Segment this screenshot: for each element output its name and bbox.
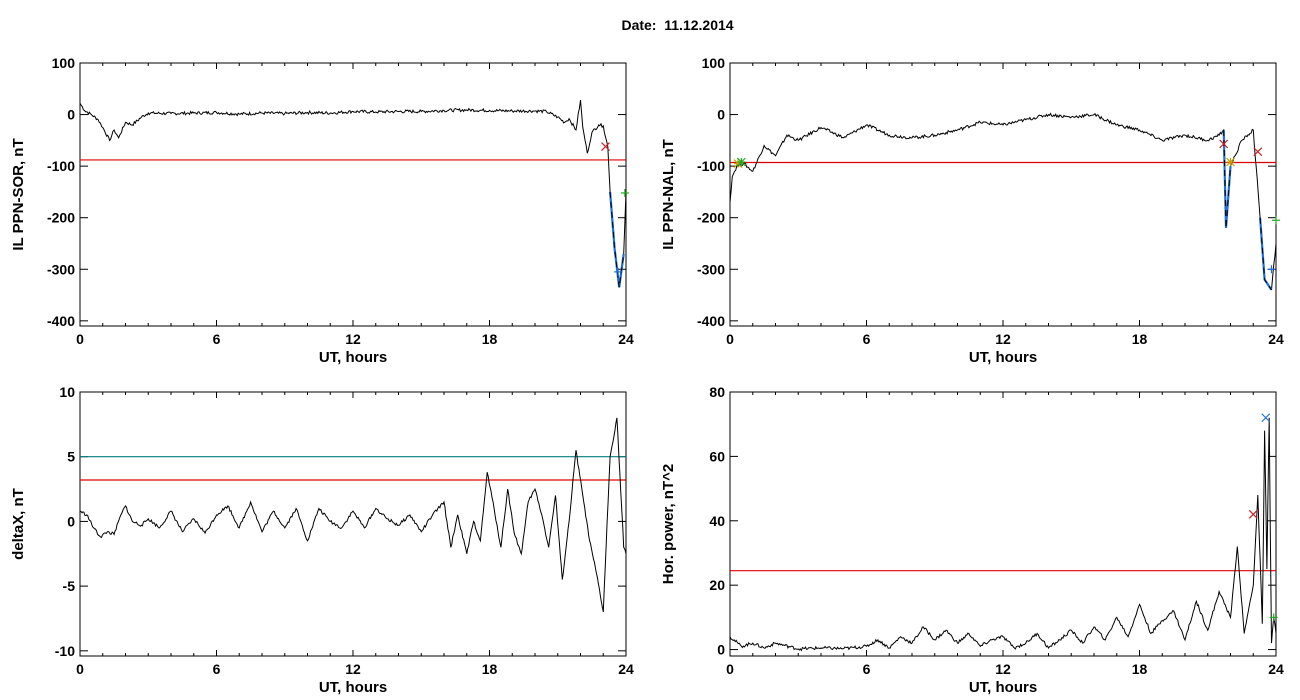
marker-plus (1267, 265, 1276, 274)
x-tick-label: 0 (726, 661, 734, 677)
marker-plus (1272, 216, 1280, 225)
marker-stroke (1226, 157, 1235, 167)
marker-stroke (1253, 147, 1263, 157)
event-segment-dashed (609, 191, 625, 288)
event-segment (1259, 217, 1273, 291)
y-tick-label: -400 (47, 313, 75, 329)
series-line (730, 417, 1276, 652)
x-tick-label: 6 (213, 331, 221, 347)
x-tick-label: 6 (213, 661, 221, 677)
y-tick-label: 0 (67, 107, 75, 123)
marker-cross (1253, 147, 1263, 157)
marker-star (1226, 157, 1235, 167)
series-line (730, 112, 1276, 291)
chart-panel-top-left: 0 6 12 18 24 100 0 -100 -200 -300 -400 UT, hours IL … (10, 55, 634, 366)
y-tick-label: 0 (67, 513, 75, 529)
y-tick-label: 60 (709, 448, 725, 464)
y-tick-label: -100 (697, 158, 725, 174)
marker-plus (620, 188, 629, 197)
plot-frame (79, 62, 627, 327)
x-tick-label: 6 (863, 331, 871, 347)
marker-plus (614, 267, 623, 276)
y-axis-label: IL PPN-NAL, nT (660, 139, 677, 250)
y-tick-label: -100 (47, 158, 75, 174)
x-tick-label: 12 (995, 331, 1011, 347)
x-tick-label: 0 (76, 331, 84, 347)
x-tick-label: 12 (345, 331, 361, 347)
marker-cross (1219, 139, 1229, 149)
y-tick-label: 0 (717, 107, 725, 123)
marker-plus (1269, 613, 1278, 622)
date-label: Date: (621, 17, 657, 33)
event-segment-dashed (1223, 129, 1231, 229)
x-axis-label: UT, hours (969, 679, 1037, 696)
y-tick-label: 40 (709, 513, 725, 529)
y-tick-label: -10 (55, 643, 75, 659)
x-tick-label: 18 (482, 661, 498, 677)
y-tick-label: -300 (697, 261, 725, 277)
series-line (80, 100, 626, 288)
x-axis-label: UT, hours (319, 349, 387, 366)
y-tick-label: 20 (709, 577, 725, 593)
chart-panel-bottom-left: 0 6 12 18 24 10 5 0 -5 -10 UT, hours deltaX, nT (10, 384, 634, 696)
y-tick-label: 100 (52, 55, 76, 71)
y-tick-label: -5 (63, 578, 76, 594)
y-axis-label: Hor. power, nT^2 (660, 464, 677, 584)
y-tick-label: -400 (697, 313, 725, 329)
x-tick-label: 24 (1268, 661, 1284, 677)
y-tick-label: 0 (717, 642, 725, 658)
x-tick-label: 18 (482, 331, 498, 347)
x-tick-label: 18 (1132, 331, 1148, 347)
y-tick-label: 80 (709, 384, 725, 400)
plot-frame (729, 62, 1277, 327)
y-tick-label: -300 (47, 261, 75, 277)
x-axis-label: UT, hours (319, 679, 387, 696)
marker-stroke (1248, 509, 1258, 519)
event-segment-dashed (1259, 217, 1272, 291)
x-axis-label: UT, hours (969, 349, 1037, 366)
marker-cross (1261, 413, 1271, 423)
x-tick-label: 12 (345, 661, 361, 677)
y-tick-label: -200 (697, 210, 725, 226)
x-tick-label: 6 (863, 661, 871, 677)
x-tick-label: 18 (1132, 661, 1148, 677)
plot-frame (729, 391, 1277, 657)
chart-date-title: Date: 11.12.2014 (0, 17, 1300, 33)
y-tick-label: 100 (702, 55, 726, 71)
date-value: 11.12.2014 (664, 17, 734, 33)
x-tick-label: 12 (995, 661, 1011, 677)
marker-stroke (1261, 413, 1271, 423)
y-tick-label: -200 (47, 210, 75, 226)
x-tick-label: 0 (726, 331, 734, 347)
event-segment (609, 191, 625, 288)
y-tick-label: 10 (59, 384, 75, 400)
y-axis-label: deltaX, nT (10, 488, 27, 560)
series-line (80, 417, 626, 613)
x-tick-label: 0 (76, 661, 84, 677)
marker-cross (601, 142, 610, 151)
chart-panel-top-right: 0 6 12 18 24 100 0 -100 -200 -300 -400 UT, hours IL … (660, 55, 1284, 366)
x-tick-label: 24 (1268, 331, 1284, 347)
chart-panel-bottom-right: 0 6 12 18 24 80 60 40 20 0 UT, hours Hor. power, nT… (660, 384, 1284, 696)
y-tick-label: 5 (67, 449, 75, 465)
marker-stroke (736, 157, 746, 167)
y-axis-label: IL PPN-SOR, nT (10, 138, 27, 250)
marker-stroke (1219, 139, 1229, 149)
x-tick-label: 24 (618, 331, 634, 347)
marker-cross (1248, 509, 1258, 519)
marker-stroke (601, 142, 610, 151)
x-tick-label: 24 (618, 661, 634, 677)
marker-star (736, 157, 746, 167)
